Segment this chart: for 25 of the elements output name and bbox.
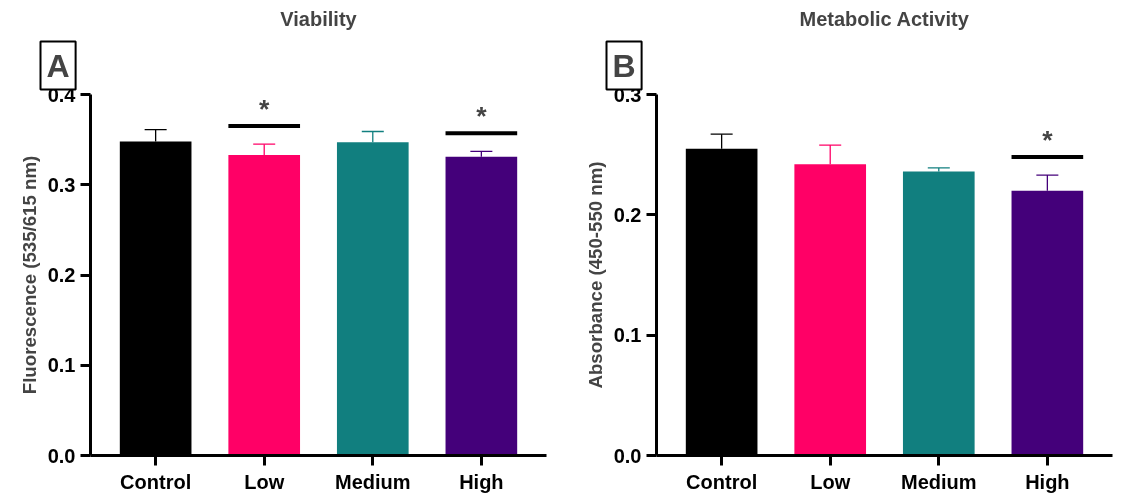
y-axis-title: Absorbance (450-550 nm) xyxy=(584,161,606,389)
chart-title: Metabolic Activity xyxy=(799,7,970,30)
y-tick-label: 0.3 xyxy=(47,173,76,196)
y-tick-label: 0.1 xyxy=(47,354,76,377)
x-tick-label: High xyxy=(1025,470,1070,493)
x-tick-label: Medium xyxy=(335,470,411,493)
x-tick-label: Control xyxy=(120,470,192,493)
y-tick-label: 0.0 xyxy=(613,444,642,467)
data-label: * xyxy=(1042,125,1054,156)
bar xyxy=(902,171,975,456)
x-tick-label: Control xyxy=(686,470,758,493)
y-tick-label: 0.2 xyxy=(613,203,642,226)
chart-title: Viability xyxy=(280,7,358,30)
data-label: * xyxy=(476,101,488,132)
x-tick-label: Low xyxy=(244,470,285,493)
y-tick-label: 0.0 xyxy=(47,444,76,467)
text: B xyxy=(612,47,636,84)
text: A xyxy=(46,47,70,84)
x-tick-label: Medium xyxy=(901,470,977,493)
y-axis-title: Fluorescence (535/615 nm) xyxy=(18,155,40,395)
x-tick-label: Low xyxy=(810,470,851,493)
y-tick-label: 0.1 xyxy=(613,324,642,347)
data-label: * xyxy=(259,94,271,125)
y-tick-label: 0.2 xyxy=(47,264,76,286)
x-tick-label: High xyxy=(459,470,504,493)
